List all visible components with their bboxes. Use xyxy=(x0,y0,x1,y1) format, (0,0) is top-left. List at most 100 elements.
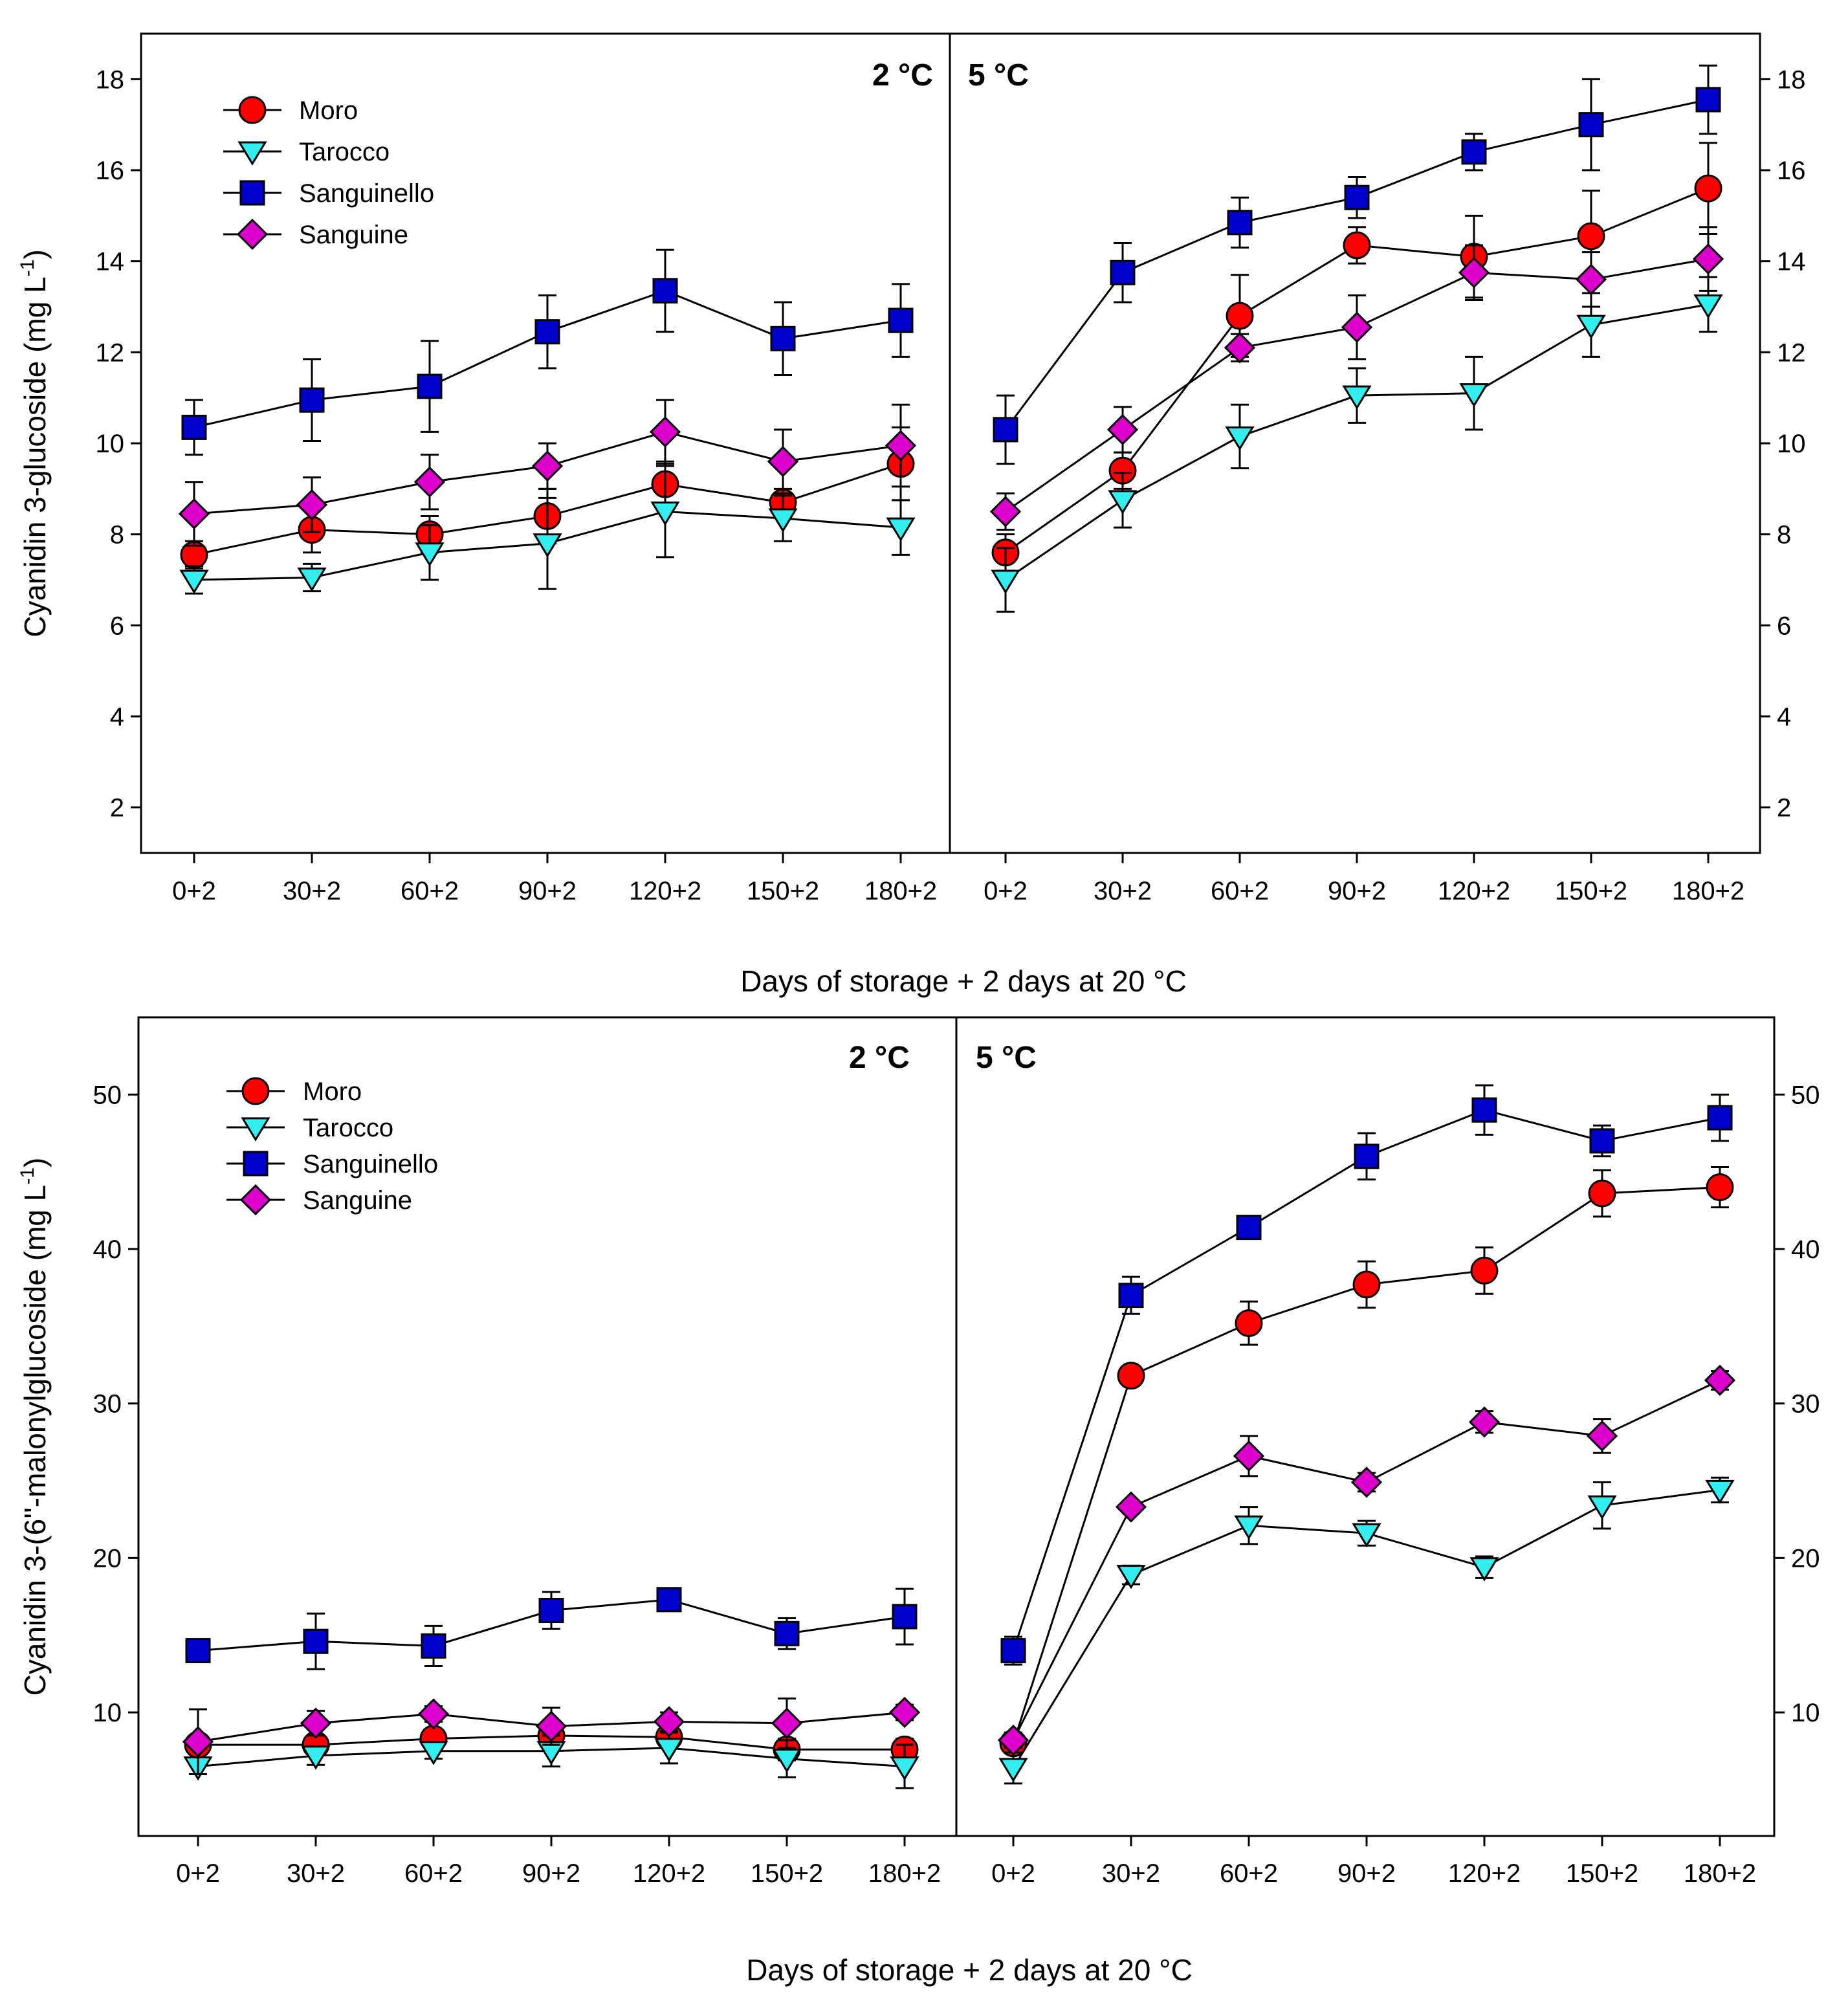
x-tick-label: 30+2 xyxy=(1094,877,1152,905)
x-tick-label: 60+2 xyxy=(1211,877,1269,905)
data-point xyxy=(1233,1440,1265,1472)
y-axis-label-close: ) xyxy=(18,1158,52,1167)
y-axis-label-main: Cyanidin 3-(6''-malonylglucoside (mg L xyxy=(18,1185,52,1696)
x-tick-label: 120+2 xyxy=(1448,1859,1521,1888)
data-point xyxy=(1224,332,1256,364)
data-point xyxy=(1108,490,1138,514)
x-tick-label: 0+2 xyxy=(984,877,1028,905)
legend-label-sanguine: Sanguine xyxy=(299,221,408,249)
data-point xyxy=(1118,1283,1144,1309)
data-point xyxy=(300,1707,332,1739)
y-tick-label-left: 20 xyxy=(93,1544,122,1573)
legend: Moro Tarocco Sanguinello Sanguine xyxy=(226,1077,438,1216)
x-tick-label: 150+2 xyxy=(1555,877,1627,905)
data-point xyxy=(1225,426,1255,451)
y-tick-label-left: 10 xyxy=(96,430,125,458)
panel-5C xyxy=(997,1084,1736,1785)
x-axis-label: Days of storage + 2 days at 20 °C xyxy=(740,964,1187,998)
data-point xyxy=(303,1628,329,1654)
data-point xyxy=(1106,414,1139,446)
y-tick-label-right: 8 xyxy=(1777,521,1791,549)
x-tick-label: 90+2 xyxy=(1337,1859,1396,1888)
data-point xyxy=(1352,1270,1381,1299)
data-point xyxy=(1587,1495,1617,1520)
x-tick-label: 0+2 xyxy=(176,1859,220,1888)
data-point xyxy=(1342,385,1372,410)
x-tick-label: 180+2 xyxy=(1684,1859,1756,1888)
data-point xyxy=(1693,294,1723,319)
x-axis-label: Days of storage + 2 days at 20 °C xyxy=(746,1953,1193,1987)
data-point xyxy=(413,466,446,498)
data-point xyxy=(1343,231,1371,260)
data-point xyxy=(1468,1406,1501,1438)
series-sanguine xyxy=(178,399,917,547)
data-point xyxy=(1589,1128,1615,1154)
data-point xyxy=(1350,1466,1383,1498)
data-point xyxy=(1110,260,1136,285)
y-tick-label-right: 4 xyxy=(1777,703,1791,731)
data-point xyxy=(181,414,207,440)
y-axis-label: Cyanidin 3-(6''-malonylglucoside (mg L-1… xyxy=(17,1158,52,1696)
y-axis-label: Cyanidin 3-glucoside (mg L-1) xyxy=(17,249,52,637)
y-tick-label-right: 2 xyxy=(1777,794,1791,823)
y-tick-label-right: 14 xyxy=(1777,248,1806,276)
data-point xyxy=(1588,1179,1616,1208)
data-point xyxy=(1705,1479,1735,1505)
data-point xyxy=(417,373,443,399)
data-point xyxy=(1234,1515,1264,1540)
y-axis-label-sup: -1 xyxy=(17,1167,38,1185)
data-point xyxy=(993,417,1018,443)
data-point xyxy=(1695,87,1721,113)
legend-marker-tarocco xyxy=(241,1117,270,1142)
data-point xyxy=(1692,243,1724,275)
x-tick-label: 180+2 xyxy=(1672,877,1744,905)
data-point xyxy=(1461,139,1487,165)
legend-marker-tarocco xyxy=(237,141,267,166)
data-point xyxy=(1575,263,1607,295)
series-sanguine xyxy=(182,1696,921,1776)
y-tick-label-right: 40 xyxy=(1791,1235,1820,1264)
x-tick-label: 0+2 xyxy=(991,1859,1035,1888)
panel-label-5C: 5 °C xyxy=(968,58,1029,93)
data-point xyxy=(182,1726,214,1758)
data-point xyxy=(1576,315,1606,340)
data-point xyxy=(1469,1557,1499,1582)
data-point xyxy=(1117,1362,1145,1390)
legend-label-moro: Moro xyxy=(303,1078,362,1106)
series-sanguinello xyxy=(185,1587,918,1670)
legend-marker-sanguine xyxy=(239,1184,272,1216)
series-sanguine xyxy=(997,1364,1736,1756)
data-point xyxy=(421,1633,446,1659)
y-tick-label-left: 50 xyxy=(93,1081,122,1109)
data-point xyxy=(892,1604,918,1630)
data-point xyxy=(296,489,328,521)
data-point xyxy=(885,430,917,461)
y-tick-label-left: 2 xyxy=(110,794,124,823)
data-point xyxy=(772,1749,802,1773)
data-point xyxy=(652,278,678,304)
data-point xyxy=(1236,1215,1262,1241)
y-tick-label-left: 6 xyxy=(110,612,124,640)
data-point xyxy=(1470,1256,1499,1285)
y-tick-label-right: 10 xyxy=(1777,430,1806,458)
panel-5C xyxy=(989,64,1724,613)
data-point xyxy=(415,542,445,567)
data-point xyxy=(1115,1491,1147,1523)
x-tick-label: 150+2 xyxy=(747,877,819,905)
data-point xyxy=(1704,1364,1736,1397)
data-point xyxy=(1459,383,1489,408)
data-point xyxy=(890,1756,919,1781)
x-tick-label: 180+2 xyxy=(868,1859,941,1888)
data-point xyxy=(1706,1173,1734,1202)
data-point xyxy=(297,567,327,592)
x-tick-label: 60+2 xyxy=(401,877,459,905)
data-point xyxy=(888,1696,921,1729)
data-point xyxy=(1694,174,1722,203)
data-point xyxy=(185,1638,211,1664)
panel-label-5C: 5 °C xyxy=(976,1041,1037,1075)
series-sanguine xyxy=(989,226,1724,531)
y-tick-label-left: 12 xyxy=(96,338,125,367)
legend-label-tarocco: Tarocco xyxy=(299,138,390,166)
